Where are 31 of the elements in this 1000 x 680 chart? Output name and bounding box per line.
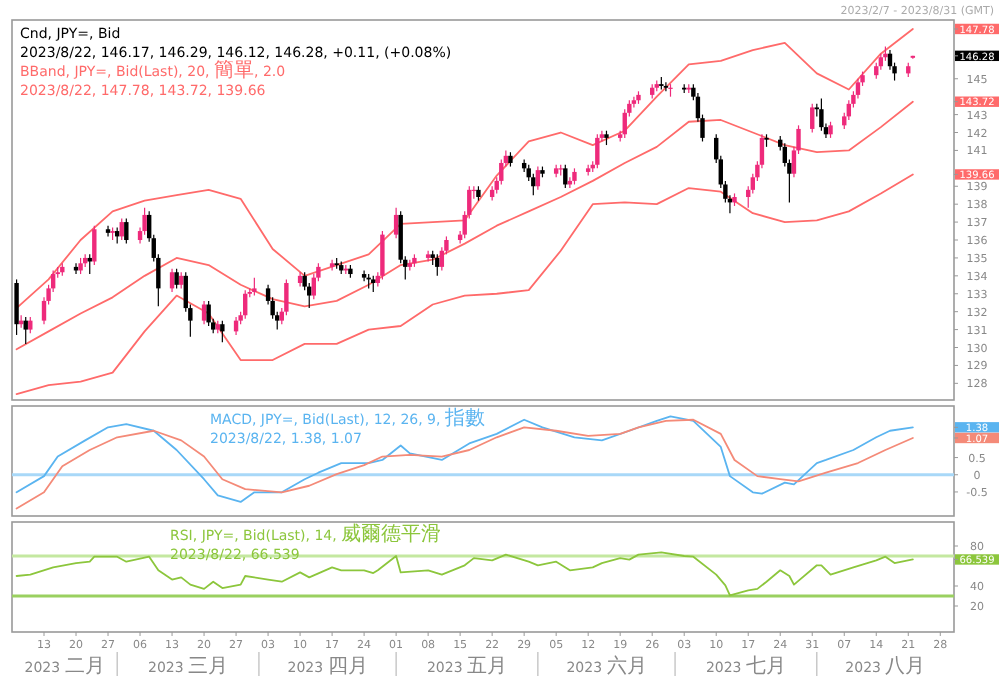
candlestick xyxy=(284,278,289,316)
candlestick xyxy=(631,96,637,109)
line-series xyxy=(15,100,914,351)
candlestick xyxy=(380,230,385,281)
candlestick xyxy=(425,250,431,263)
candlestick xyxy=(174,268,179,289)
line-series xyxy=(15,173,914,395)
candlestick xyxy=(435,253,440,277)
candlestick xyxy=(92,225,97,266)
candlestick xyxy=(124,217,129,245)
candlestick xyxy=(220,320,225,343)
candlestick xyxy=(87,253,92,275)
candlestick xyxy=(531,173,536,196)
candlestick xyxy=(361,269,367,282)
candlestick xyxy=(142,207,147,236)
candlestick xyxy=(14,278,19,336)
candlestick xyxy=(201,300,207,325)
candlestick xyxy=(855,78,861,100)
candlestick xyxy=(169,268,175,293)
candlestick xyxy=(595,133,600,169)
candlestick xyxy=(206,300,211,327)
candlestick xyxy=(563,164,568,189)
candlestick xyxy=(23,316,28,345)
candlestick xyxy=(819,97,824,132)
candlestick xyxy=(535,165,541,191)
candlestick xyxy=(810,103,815,134)
line-series xyxy=(15,551,914,597)
candlestick xyxy=(393,207,399,239)
candlestick xyxy=(329,259,335,272)
candlestick xyxy=(105,225,111,238)
candlestick xyxy=(499,158,504,186)
